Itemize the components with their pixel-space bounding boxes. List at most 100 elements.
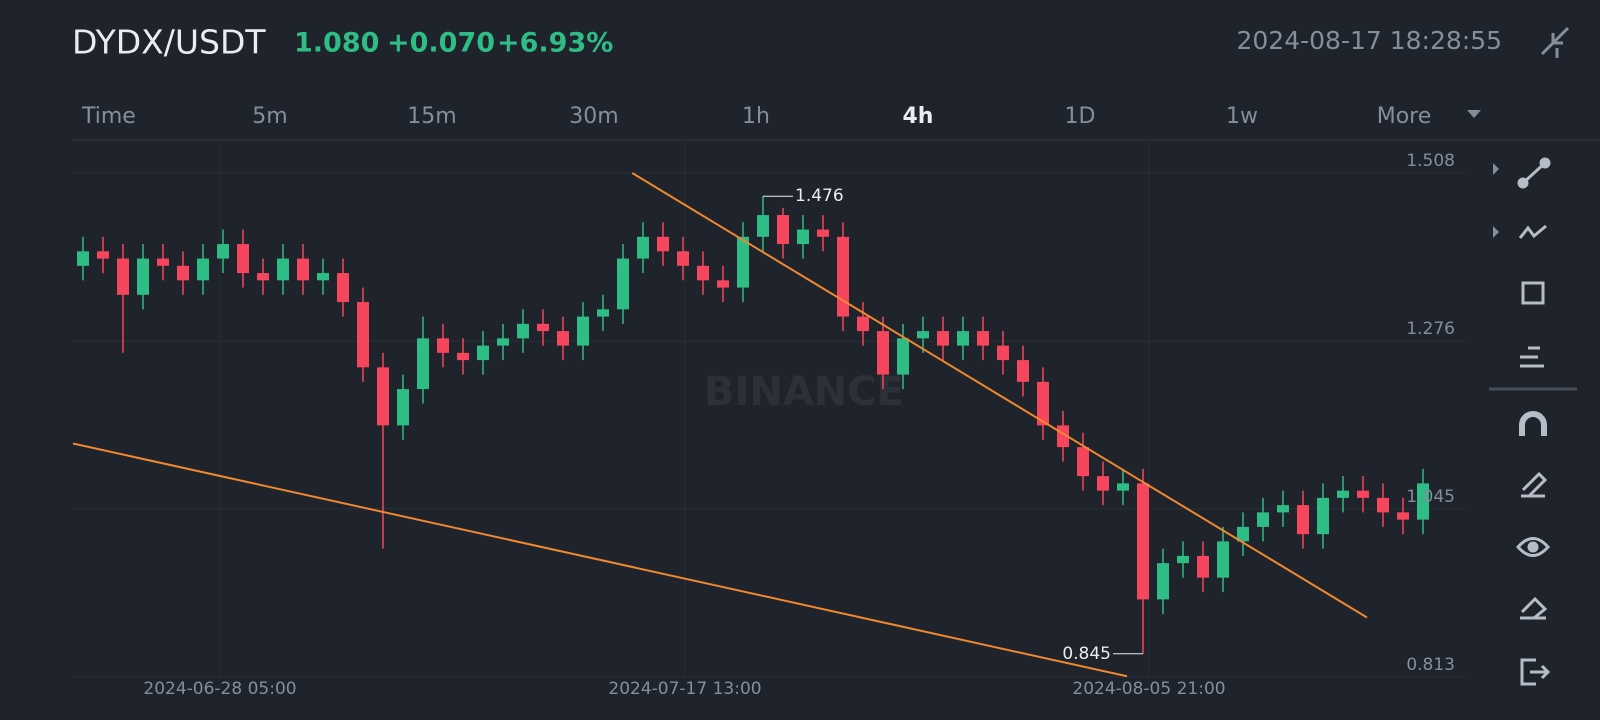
wave-tool[interactable]	[1518, 224, 1547, 239]
line-tool-dot	[1539, 157, 1551, 169]
candle-body	[917, 331, 929, 339]
price: 1.080	[294, 28, 379, 59]
candle-body	[457, 352, 469, 361]
candle-body	[1297, 505, 1309, 535]
timestamp: 2024-08-17 18:28:55	[1236, 26, 1502, 55]
candle-body	[1117, 483, 1129, 491]
candle-body	[1377, 497, 1389, 513]
candle-body	[637, 236, 649, 259]
candle-body	[77, 251, 89, 266]
candle-body	[1077, 447, 1089, 477]
candle-body	[517, 323, 529, 339]
candle-body	[577, 316, 589, 346]
timeframe-tab[interactable]: 1w	[1226, 104, 1258, 129]
candle-body	[1097, 476, 1109, 491]
candle-body	[377, 367, 389, 426]
candle-body	[437, 338, 449, 353]
candle-body	[737, 236, 749, 288]
candle-body	[97, 251, 109, 259]
exit-tool[interactable]	[1520, 658, 1551, 686]
more-arrow	[1467, 110, 1481, 118]
candle-body	[857, 316, 869, 332]
watermark: BINANCE	[704, 369, 904, 415]
candle-body	[477, 345, 489, 361]
expand-arrow[interactable]	[1493, 163, 1499, 175]
candle-body	[237, 244, 249, 274]
candle-body	[697, 265, 709, 281]
timeframe-tab[interactable]: 1h	[742, 104, 770, 129]
x-tick-label: 2024-06-28 05:00	[143, 679, 296, 699]
timeframe-bar: Time 5m 15m 30m 1h 4h 1D 1w More	[81, 104, 1431, 129]
rect-tool[interactable]	[1521, 281, 1545, 305]
price-change-pct: +6.93%	[497, 28, 613, 59]
eye-pupil	[1527, 541, 1539, 553]
candle-body	[157, 258, 169, 266]
high-label: 1.476	[795, 186, 844, 206]
timeframe-tab[interactable]: 1D	[1065, 104, 1096, 129]
pen-tool[interactable]	[1521, 471, 1548, 498]
timeframe-tab[interactable]: Time	[81, 104, 136, 129]
candle-body	[397, 389, 409, 426]
symbol: DYDX/USDT	[72, 23, 266, 62]
eraser-tool[interactable]	[1520, 596, 1548, 620]
collapse-button[interactable]	[1540, 26, 1570, 58]
timeframe-tab[interactable]: 15m	[407, 104, 456, 129]
timeframe-tab[interactable]: 4h	[903, 104, 934, 129]
candle-body	[1197, 555, 1209, 578]
candle-body	[657, 236, 669, 252]
candle-body	[1277, 505, 1289, 513]
candle-body	[1417, 483, 1429, 520]
candle-body	[497, 338, 509, 346]
expand-arrow[interactable]	[1493, 226, 1499, 238]
candle-body	[1017, 360, 1029, 382]
candle-body	[317, 273, 329, 281]
candle-body	[877, 331, 889, 375]
candle-body	[117, 258, 129, 295]
candle-body	[837, 236, 849, 317]
candle-body	[297, 258, 309, 281]
candle-body	[1217, 541, 1229, 578]
y-tick-label: 1.276	[1406, 319, 1455, 339]
candle-body	[1237, 526, 1249, 542]
candle-body	[1337, 490, 1349, 498]
visibility-tool[interactable]	[1515, 537, 1551, 557]
candle-body	[357, 302, 369, 368]
chart: 2024-06-28 05:00 2024-07-17 13:00 2024-08-…	[72, 142, 1465, 699]
candle-body	[597, 309, 609, 317]
timeframe-tab[interactable]: 30m	[569, 104, 618, 129]
candle-body	[797, 229, 809, 245]
candle-body	[557, 331, 569, 346]
x-tick-label: 2024-08-05 21:00	[1072, 679, 1225, 699]
candle-body	[957, 331, 969, 346]
y-tick-label: 1.508	[1406, 151, 1455, 171]
candle-body	[1137, 483, 1149, 600]
candle-body	[277, 258, 289, 281]
toolbar	[1489, 157, 1577, 686]
trend-line	[631, 172, 1368, 619]
candle-body	[337, 273, 349, 303]
candle-body	[1357, 490, 1369, 498]
candle-body	[777, 215, 789, 245]
timeframe-tab[interactable]: More	[1377, 104, 1432, 129]
timeframe-tab[interactable]: 5m	[252, 104, 287, 129]
candle-body	[1157, 563, 1169, 600]
x-tick-label: 2024-07-17 13:00	[608, 679, 761, 699]
magnet-tool[interactable]	[1519, 411, 1547, 436]
candle-body	[177, 265, 189, 281]
candle-body	[717, 280, 729, 288]
candle-body	[1257, 512, 1269, 527]
candle-body	[937, 331, 949, 346]
candle-body	[977, 331, 989, 346]
y-tick-label: 0.813	[1406, 655, 1455, 675]
candle-body	[817, 229, 829, 237]
line-tool-dot	[1517, 177, 1529, 189]
collapse-icon	[1540, 26, 1570, 58]
candle-body	[997, 345, 1009, 361]
candle-body	[1317, 497, 1329, 535]
fib-tool[interactable]	[1520, 346, 1544, 368]
price-change: +0.070	[387, 28, 495, 59]
candle-body	[197, 258, 209, 281]
